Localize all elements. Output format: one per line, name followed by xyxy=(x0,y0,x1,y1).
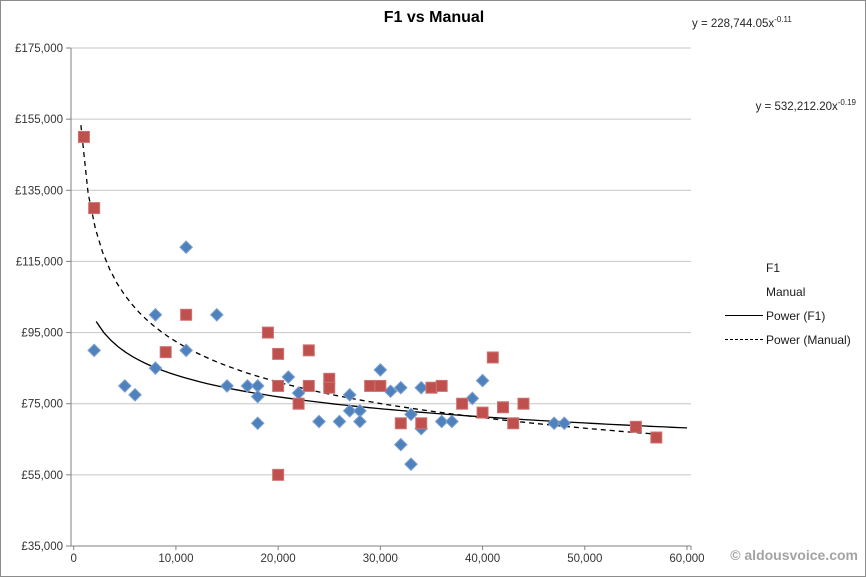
f1-point xyxy=(220,379,234,393)
f1-point xyxy=(404,457,418,472)
f1-point xyxy=(87,343,102,358)
x-tick-label: 30,000 xyxy=(363,553,398,565)
equation-manual-base: y = 532,212.20x xyxy=(755,100,838,113)
f1-point xyxy=(332,414,347,429)
f1-point xyxy=(250,416,265,431)
y-tick-label: £175,000 xyxy=(15,43,63,55)
f1-point xyxy=(148,361,163,376)
f1-point xyxy=(179,343,194,358)
equation-manual-exponent: -0.19 xyxy=(837,98,856,107)
f1-point xyxy=(240,379,255,393)
f1-point xyxy=(342,403,357,418)
x-tick-label: 40,000 xyxy=(465,553,500,565)
manual-point xyxy=(88,202,101,215)
trendline-equation-manual: y = 532,212.20x-0.19 xyxy=(756,98,856,113)
manual-point xyxy=(497,401,510,414)
equation-f1-exponent: -0.11 xyxy=(774,15,792,24)
f1-point xyxy=(404,407,418,422)
f1-point xyxy=(128,387,142,402)
trendline-equation-f1: y = 228,744.05x-0.11 xyxy=(692,15,792,30)
manual-point xyxy=(629,420,642,433)
power-manual-trendline xyxy=(80,125,662,436)
manual-point xyxy=(364,379,377,392)
f1-point xyxy=(547,416,562,431)
x-tick-label: 50,000 xyxy=(567,553,602,565)
y-tick-label: £55,000 xyxy=(21,470,63,482)
manual-point xyxy=(415,417,428,430)
f1-point xyxy=(475,373,490,388)
manual-square-icon xyxy=(740,287,749,296)
legend-item-manual: Manual xyxy=(724,283,851,300)
f1-point xyxy=(393,380,408,395)
manual-point xyxy=(272,468,285,481)
legend-label-power-f1: Power (F1) xyxy=(766,308,826,323)
f1-point xyxy=(209,307,224,322)
manual-point xyxy=(650,431,663,444)
x-tick-label: 10,000 xyxy=(158,553,193,565)
y-tick-label: £95,000 xyxy=(21,328,63,340)
dashed-line-icon xyxy=(725,339,763,340)
manual-point xyxy=(323,381,336,394)
manual-point xyxy=(476,406,489,419)
manual-point xyxy=(435,379,448,392)
x-tick-label: 0 xyxy=(70,553,76,565)
legend-label-power-manual: Power (Manual) xyxy=(766,332,851,347)
manual-point xyxy=(374,379,387,392)
manual-point xyxy=(486,351,499,364)
manual-point xyxy=(159,346,172,359)
y-tick-label: £155,000 xyxy=(15,114,63,126)
manual-point xyxy=(77,130,90,143)
f1-point xyxy=(414,380,429,395)
legend-label-f1: F1 xyxy=(766,260,781,275)
f1-point xyxy=(352,414,367,429)
f1-point xyxy=(434,414,449,429)
f1-point xyxy=(393,437,408,452)
legend-item-power-manual: Power (Manual) xyxy=(724,331,851,348)
f1-point xyxy=(312,414,326,429)
f1-point xyxy=(557,416,572,431)
manual-point xyxy=(261,326,274,339)
manual-point xyxy=(272,347,285,360)
legend-label-manual: Manual xyxy=(766,284,806,299)
f1-point xyxy=(281,370,296,384)
manual-point xyxy=(517,397,530,410)
manual-point xyxy=(272,379,285,392)
f1-point xyxy=(179,240,194,255)
y-tick-label: £115,000 xyxy=(16,256,63,268)
chart-legend: F1 Manual Power (F1) Power (Manual) xyxy=(724,259,851,348)
power-f1-trendline xyxy=(95,321,688,429)
f1-point xyxy=(383,384,398,399)
y-tick-label: £75,000 xyxy=(21,399,63,411)
manual-point xyxy=(394,417,407,430)
x-tick-label: 60,000 xyxy=(669,553,704,565)
f1-point xyxy=(373,363,388,377)
watermark: © aldousvoice.com xyxy=(730,547,858,563)
f1-point xyxy=(148,307,163,322)
f1-diamond-icon xyxy=(738,262,749,273)
manual-point xyxy=(456,397,469,410)
y-tick-label: £135,000 xyxy=(15,185,63,197)
f1-point xyxy=(342,387,357,402)
legend-item-f1: F1 xyxy=(724,259,851,276)
manual-point xyxy=(507,417,520,430)
f1-point xyxy=(250,389,265,404)
manual-point xyxy=(302,344,315,357)
legend-item-power-f1: Power (F1) xyxy=(724,307,851,324)
manual-point xyxy=(180,308,193,321)
manual-point xyxy=(292,397,305,410)
equation-f1-base: y = 228,744.05x xyxy=(692,17,775,30)
f1-point xyxy=(117,379,132,393)
f1-point xyxy=(465,391,480,406)
y-tick-label: £35,000 xyxy=(21,541,63,553)
x-tick-label: 20,000 xyxy=(261,553,296,565)
manual-point xyxy=(425,381,438,394)
manual-point xyxy=(302,379,315,392)
f1-point xyxy=(444,414,459,429)
solid-line-icon xyxy=(725,315,763,316)
chart-title: F1 vs Manual xyxy=(383,9,485,26)
